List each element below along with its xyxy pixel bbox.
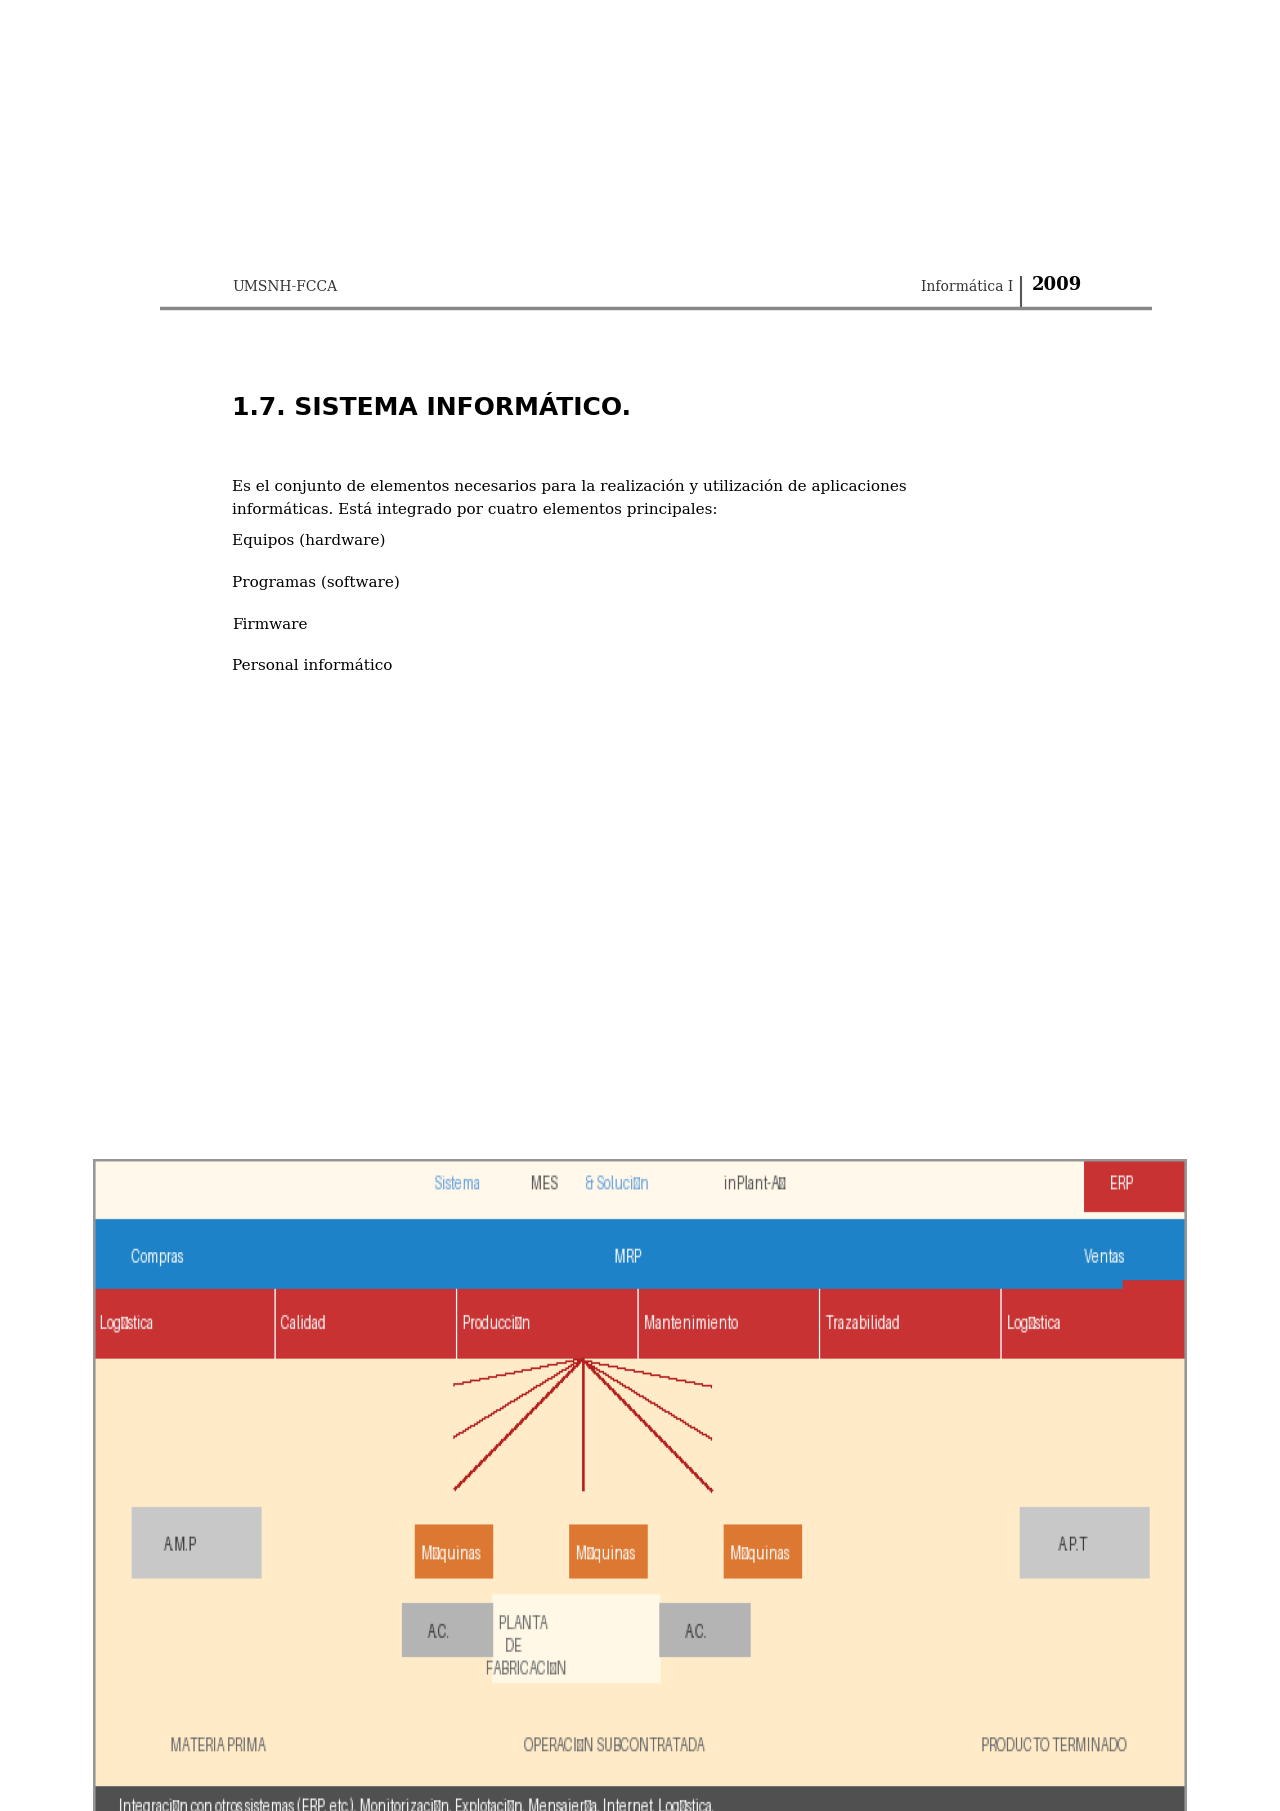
Text: UMSNH-FCCA: UMSNH-FCCA bbox=[233, 281, 338, 293]
Text: 10: 10 bbox=[646, 1559, 666, 1572]
Text: Programas (software): Programas (software) bbox=[233, 576, 401, 590]
Text: Personal informático: Personal informático bbox=[233, 659, 393, 674]
Text: Firmware: Firmware bbox=[233, 618, 308, 632]
Text: 1.7. SISTEMA INFORMÁTICO.: 1.7. SISTEMA INFORMÁTICO. bbox=[233, 395, 631, 420]
Text: Equipos (hardware).: Equipos (hardware). bbox=[233, 1179, 406, 1193]
Text: Informática I: Informática I bbox=[920, 281, 1014, 293]
Text: central de proceso, placa base, periféricos y redes.: central de proceso, placa base, periféri… bbox=[233, 1210, 626, 1226]
Text: Es el conjunto de elementos necesarios para la realización y utilización de apli: Es el conjunto de elementos necesarios p… bbox=[233, 480, 908, 516]
Text: 2009: 2009 bbox=[1032, 275, 1083, 293]
Text: Es el conjunto de piezas físicas que integran una computadora: unidad: Es el conjunto de piezas físicas que int… bbox=[410, 1179, 961, 1195]
Text: Equipos (hardware): Equipos (hardware) bbox=[233, 534, 385, 549]
